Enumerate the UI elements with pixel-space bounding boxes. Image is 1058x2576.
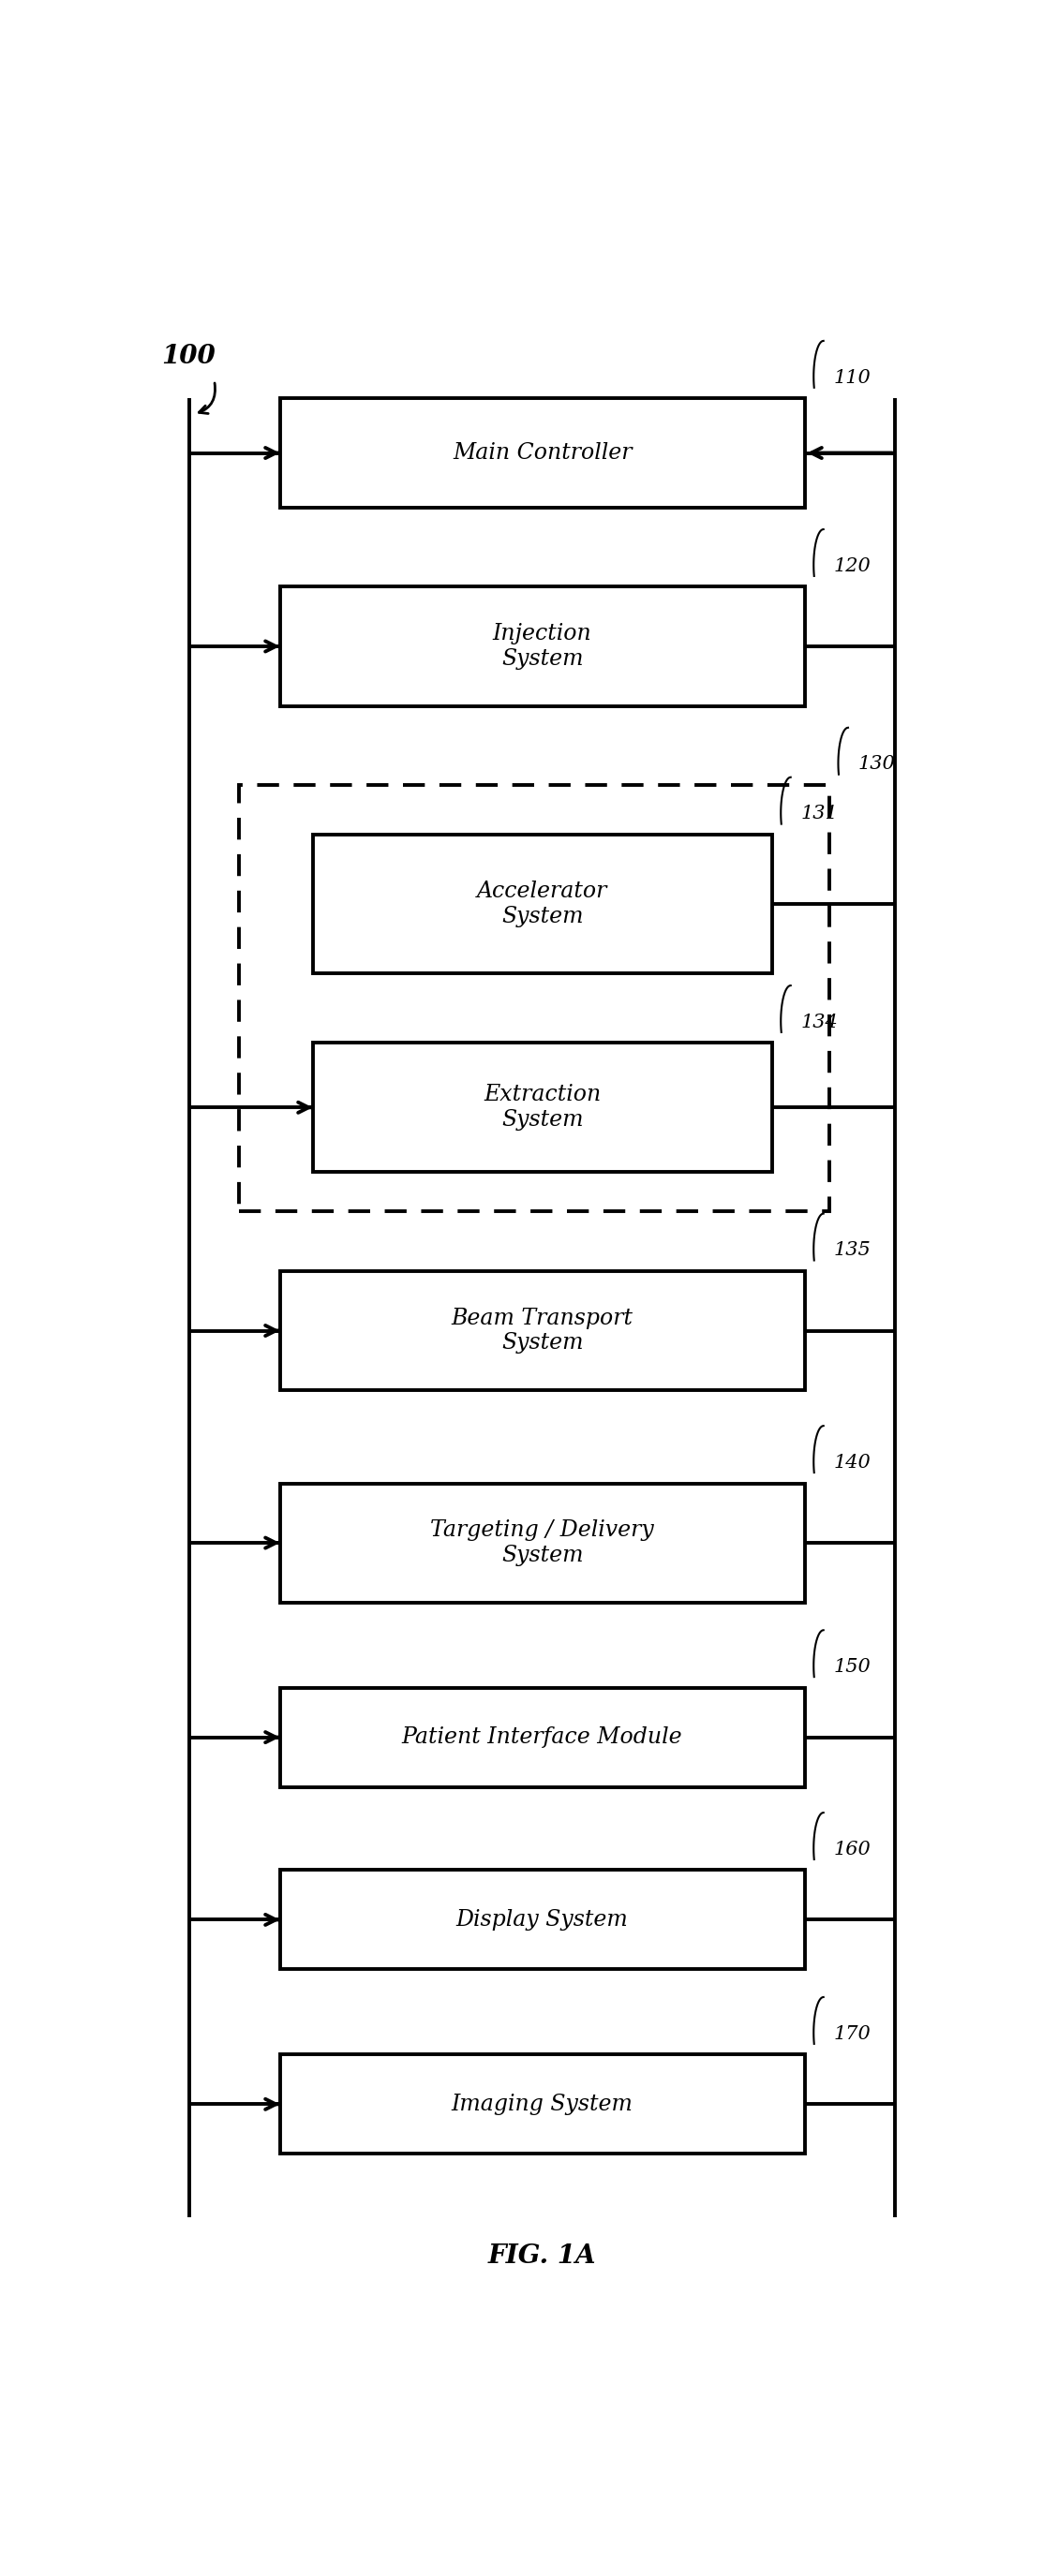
Text: Display System: Display System xyxy=(456,1909,628,1929)
Text: Beam Transport
System: Beam Transport System xyxy=(452,1309,633,1355)
Bar xyxy=(279,1687,805,1788)
Text: 134: 134 xyxy=(801,1012,838,1030)
Text: 170: 170 xyxy=(834,2025,871,2043)
Text: 160: 160 xyxy=(834,1839,871,1857)
Bar xyxy=(239,786,829,1211)
Text: 110: 110 xyxy=(834,368,871,386)
Bar xyxy=(279,1484,805,1602)
Text: 120: 120 xyxy=(834,556,871,574)
Text: 131: 131 xyxy=(801,806,838,822)
Text: FIG. 1A: FIG. 1A xyxy=(488,2244,597,2269)
Text: Accelerator
System: Accelerator System xyxy=(477,881,607,927)
Text: Main Controller: Main Controller xyxy=(453,443,632,464)
Text: 100: 100 xyxy=(161,343,215,368)
Text: Targeting / Delivery
System: Targeting / Delivery System xyxy=(431,1520,654,1566)
Text: 150: 150 xyxy=(834,1659,871,1677)
Bar xyxy=(313,1043,772,1172)
Bar xyxy=(313,835,772,974)
Text: 135: 135 xyxy=(834,1242,871,1260)
Text: Imaging System: Imaging System xyxy=(452,2094,633,2115)
Bar xyxy=(279,587,805,706)
Text: Extraction
System: Extraction System xyxy=(484,1084,601,1131)
Text: 140: 140 xyxy=(834,1453,871,1471)
Text: Patient Interface Module: Patient Interface Module xyxy=(402,1726,682,1749)
Text: Injection
System: Injection System xyxy=(493,623,591,670)
Bar xyxy=(279,1870,805,1968)
Bar xyxy=(279,399,805,507)
Bar xyxy=(279,2056,805,2154)
Bar xyxy=(279,1270,805,1391)
Text: 130: 130 xyxy=(858,755,895,773)
